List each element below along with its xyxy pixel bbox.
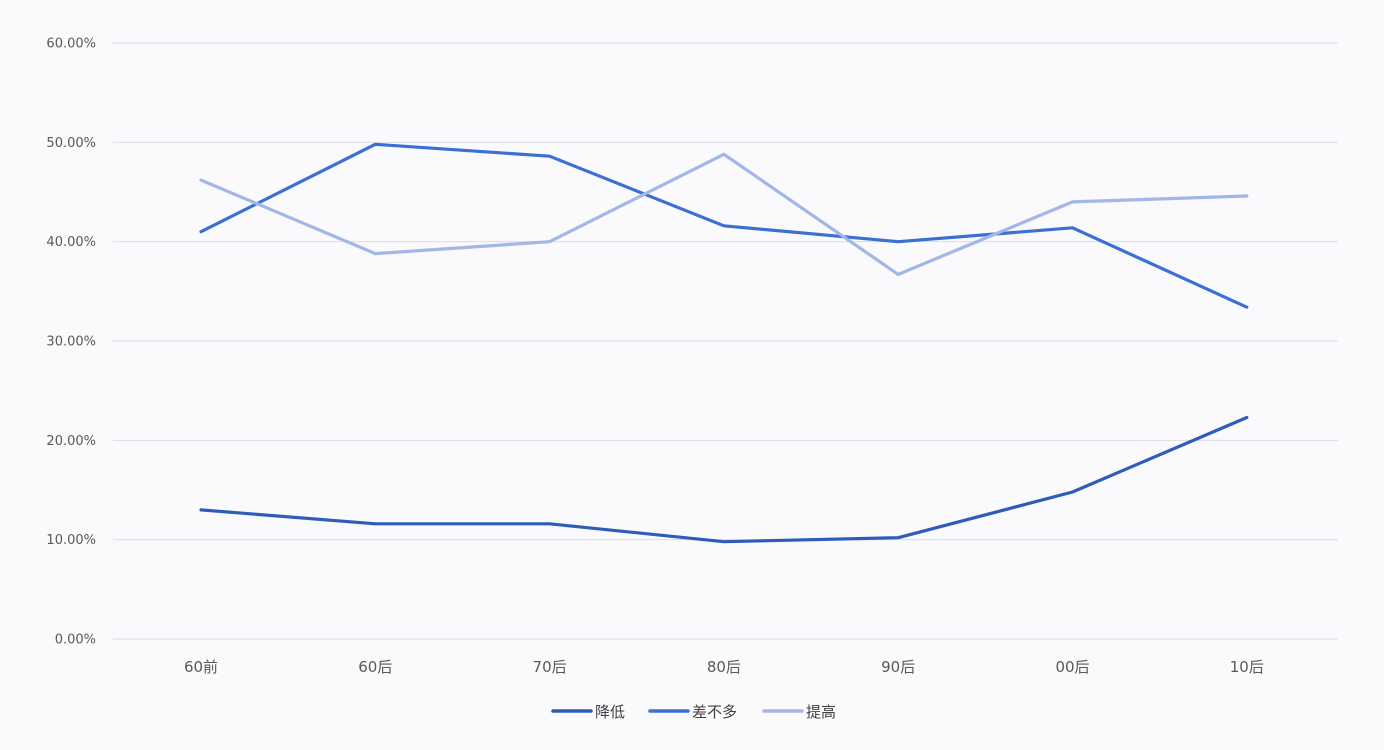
series-line-0	[199, 415, 1249, 544]
x-tick-label: 60后	[358, 658, 392, 676]
y-tick-label: 10.00%	[46, 533, 96, 548]
x-tick-label: 00后	[1055, 658, 1089, 676]
legend-label-2: 提高	[806, 703, 836, 721]
y-tick-label: 50.00%	[46, 136, 96, 151]
x-tick-label: 10后	[1230, 658, 1264, 676]
x-tick-label: 70后	[533, 658, 567, 676]
y-axis-ticks: 0.00% 10.00% 20.00% 30.00% 40.00% 50.00% 60.00…	[46, 37, 96, 648]
x-axis-ticks: 60前 60后 70后 80后 90后 00后 10后	[184, 658, 1264, 676]
y-tick-label: 60.00%	[46, 37, 96, 52]
series-line-2	[199, 152, 1249, 276]
y-tick-label: 20.00%	[46, 434, 96, 449]
y-tick-label: 40.00%	[46, 235, 96, 250]
y-tick-label: 30.00%	[46, 335, 96, 350]
legend-label-1: 差不多	[692, 703, 737, 721]
y-tick-label: 0.00%	[55, 633, 96, 648]
series-lines	[199, 142, 1249, 544]
series-line-1	[199, 142, 1249, 309]
x-tick-label: 90后	[881, 658, 915, 676]
legend-label-0: 降低	[595, 703, 625, 721]
x-tick-label: 60前	[184, 658, 218, 676]
x-tick-label: 80后	[707, 658, 741, 676]
legend: 降低 差不多 提高	[551, 703, 836, 721]
gridlines	[113, 42, 1338, 640]
